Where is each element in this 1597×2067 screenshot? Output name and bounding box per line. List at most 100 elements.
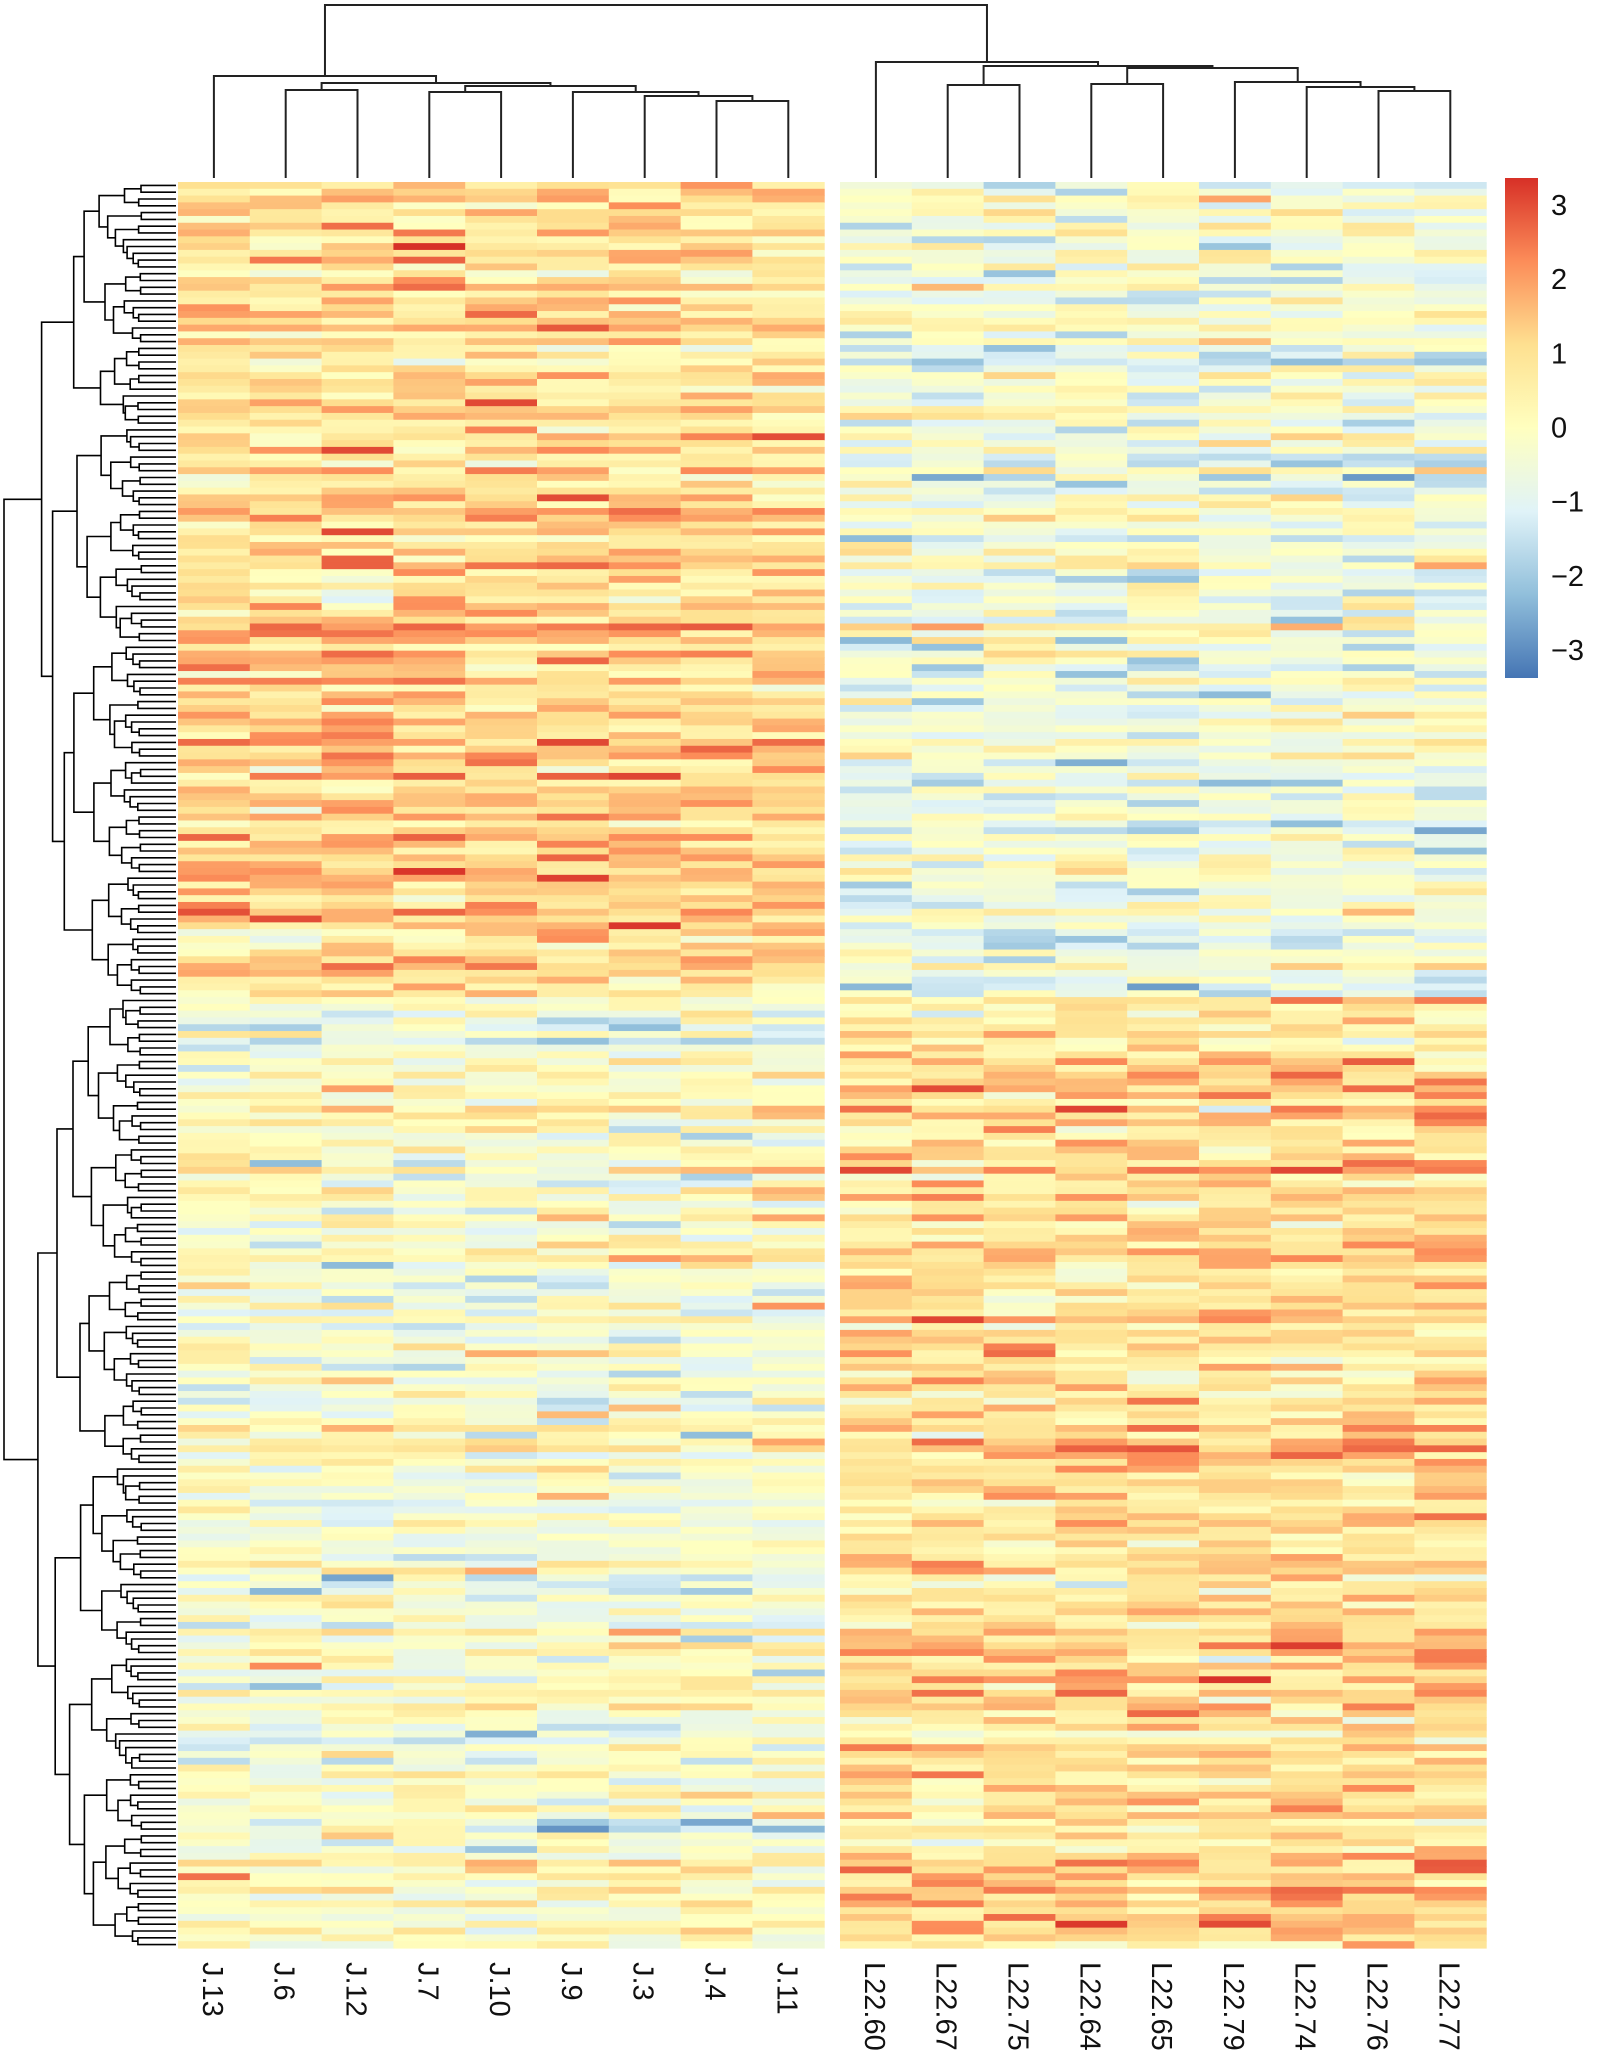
heatmap-cell — [249, 1465, 323, 1474]
heatmap-cell — [249, 1479, 323, 1487]
heatmap-cell — [393, 209, 466, 217]
heatmap-cell — [983, 1357, 1056, 1365]
heatmap-cell — [608, 249, 682, 258]
heatmap-cell — [840, 643, 913, 652]
heatmap-cell — [1342, 1051, 1415, 1059]
heatmap-cell — [1127, 1153, 1200, 1161]
heatmap-cell — [1342, 569, 1415, 577]
heatmap-cell — [1342, 290, 1415, 299]
heatmap-cell — [608, 182, 682, 190]
heatmap-cell — [1270, 440, 1344, 448]
heatmap-cell — [537, 1941, 610, 1949]
heatmap-cell — [178, 1153, 251, 1161]
heatmap-cell — [249, 229, 323, 237]
heatmap-cell — [1270, 1506, 1344, 1514]
heatmap-cell — [465, 956, 538, 964]
heatmap-cell — [840, 738, 913, 747]
heatmap-cell — [1127, 1350, 1200, 1358]
heatmap-cell — [1414, 596, 1487, 604]
heatmap-cell — [178, 1642, 251, 1650]
heatmap-cell — [911, 188, 985, 197]
heatmap-cell — [1342, 358, 1415, 366]
heatmap-cell — [752, 575, 825, 584]
heatmap-cell — [608, 745, 682, 754]
heatmap-cell — [1055, 575, 1128, 584]
column-label: L22.60 — [858, 1962, 890, 2051]
heatmap-cell — [1055, 215, 1128, 224]
heatmap-cell — [1199, 1859, 1272, 1868]
heatmap-cell — [465, 901, 538, 910]
heatmap-cell — [178, 1533, 251, 1542]
heatmap-cell — [1055, 1560, 1128, 1569]
heatmap-cell — [752, 935, 825, 944]
heatmap-cell — [680, 1255, 753, 1263]
heatmap-cell — [1055, 1289, 1128, 1297]
heatmap-cell — [1270, 1852, 1344, 1861]
heatmap-cell — [1270, 684, 1344, 693]
heatmap-cell — [752, 596, 825, 604]
heatmap-cell — [911, 582, 985, 591]
heatmap-cell — [1055, 1689, 1128, 1698]
heatmap-cell — [1270, 1336, 1344, 1345]
heatmap-cell — [1342, 677, 1415, 686]
heatmap-cell — [465, 222, 538, 231]
heatmap-cell — [1127, 901, 1200, 910]
heatmap-cell — [1270, 1248, 1344, 1256]
heatmap-cell — [911, 277, 985, 285]
heatmap-cell — [911, 861, 985, 869]
heatmap-cell — [1055, 1065, 1128, 1073]
heatmap-cell — [1127, 752, 1200, 760]
heatmap-cell — [1270, 480, 1344, 489]
heatmap-cell — [1414, 1757, 1487, 1766]
heatmap-cell — [1414, 1411, 1487, 1419]
heatmap-cell — [1342, 188, 1415, 197]
heatmap-cell — [249, 1010, 323, 1019]
heatmap-cell — [1199, 1418, 1272, 1426]
heatmap-cell — [911, 209, 985, 217]
heatmap-cell — [178, 1228, 251, 1236]
heatmap-cell — [680, 1132, 753, 1141]
heatmap-cell — [752, 1329, 825, 1338]
heatmap-cell — [840, 1092, 913, 1100]
heatmap-cell — [911, 1085, 985, 1093]
heatmap-cell — [249, 1669, 323, 1677]
heatmap-cell — [1342, 433, 1415, 441]
heatmap-cell — [840, 345, 913, 353]
heatmap-cell — [537, 1818, 610, 1827]
heatmap-cell — [1055, 1683, 1128, 1691]
heatmap-cell — [1199, 1825, 1272, 1834]
heatmap-cell — [537, 236, 610, 244]
heatmap-cell — [537, 677, 610, 686]
heatmap-cell — [249, 1424, 323, 1433]
heatmap-cell — [983, 806, 1056, 815]
heatmap-cell — [608, 209, 682, 217]
heatmap-cell — [983, 1010, 1056, 1019]
heatmap-cell — [840, 1601, 913, 1609]
heatmap-cell — [1127, 657, 1200, 665]
heatmap-cell — [321, 1071, 394, 1080]
heatmap-cell — [983, 494, 1056, 502]
heatmap-cell — [1055, 1003, 1128, 1012]
heatmap-cell — [1414, 1560, 1487, 1569]
heatmap-cell — [1270, 834, 1344, 842]
heatmap-cell — [1127, 684, 1200, 693]
heatmap-cell — [1270, 800, 1344, 808]
heatmap-cell — [1055, 528, 1128, 536]
heatmap-cell — [1199, 1920, 1272, 1929]
heatmap-cell — [911, 1445, 985, 1453]
heatmap-cell — [840, 677, 913, 686]
heatmap-cell — [1055, 956, 1128, 964]
heatmap-cell — [393, 834, 466, 842]
heatmap-cell — [1342, 1655, 1415, 1664]
heatmap-cell — [1199, 297, 1272, 305]
heatmap-cell — [1199, 202, 1272, 210]
heatmap-cell — [465, 949, 538, 957]
heatmap-cell — [1127, 1621, 1200, 1630]
heatmap-cell — [1055, 1391, 1128, 1399]
heatmap-cell — [911, 569, 985, 577]
heatmap-cell — [1342, 752, 1415, 760]
heatmap-cell — [1414, 1173, 1487, 1182]
heatmap-cell — [608, 1343, 682, 1351]
heatmap-cell — [1127, 209, 1200, 217]
heatmap-cell — [1199, 1275, 1272, 1283]
